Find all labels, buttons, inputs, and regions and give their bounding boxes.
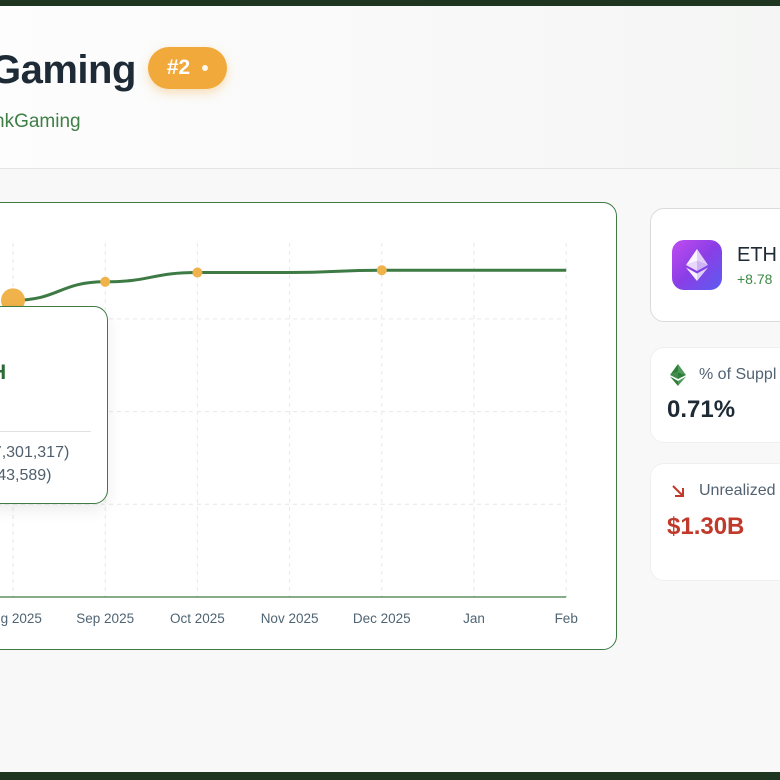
tooltip-title: H: [0, 361, 6, 385]
rank-badge-label: #2: [166, 56, 191, 79]
x-tick-label: Oct 2025: [170, 611, 225, 626]
tooltip-line-1: 357,301,317): [0, 444, 70, 461]
asset-symbol: ETH: [737, 244, 777, 266]
page-title: Gaming: [0, 48, 136, 92]
arrow-down-right-icon: [672, 485, 684, 497]
x-tick-label: Nov 2025: [261, 611, 319, 626]
page-header: Gaming #2 nkGaming: [0, 6, 780, 169]
data-point[interactable]: [192, 267, 203, 278]
ethereum-small-icon: [670, 364, 686, 386]
x-tick-label: Feb: [555, 611, 578, 626]
data-point[interactable]: [376, 265, 387, 276]
chart-tooltip: H 357,301,317) 4,743,589): [0, 306, 108, 504]
asset-change: +8.78: [737, 271, 773, 287]
unrealized-stat-card: Unrealized $1.30B: [650, 463, 780, 581]
supply-stat-card: % of Suppl 0.71%: [650, 347, 780, 443]
unrealized-stat-label: Unrealized: [699, 482, 776, 499]
rank-badge: #2: [148, 47, 227, 89]
asset-card-eth[interactable]: ETH +8.78: [650, 208, 780, 322]
x-tick-label: Sep 2025: [76, 611, 134, 626]
unrealized-stat-value: $1.30B: [667, 513, 745, 540]
supply-stat-label: % of Suppl: [699, 366, 777, 383]
data-point[interactable]: [100, 276, 111, 287]
ethereum-icon: [672, 240, 722, 290]
x-tick-label: Dec 2025: [353, 611, 411, 626]
supply-stat-value: 0.71%: [667, 396, 736, 423]
rank-badge-dot-icon: [202, 65, 209, 71]
tooltip-line-2: 4,743,589): [0, 467, 52, 484]
x-tick-label: Jan: [463, 611, 485, 626]
page: Gaming #2 nkGaming Aug 2025 Sep 2025 Oct 2…: [0, 6, 780, 772]
tooltip-divider: [0, 431, 91, 432]
x-tick-label: Aug 2025: [0, 611, 42, 626]
entity-handle-link[interactable]: nkGaming: [0, 111, 81, 132]
